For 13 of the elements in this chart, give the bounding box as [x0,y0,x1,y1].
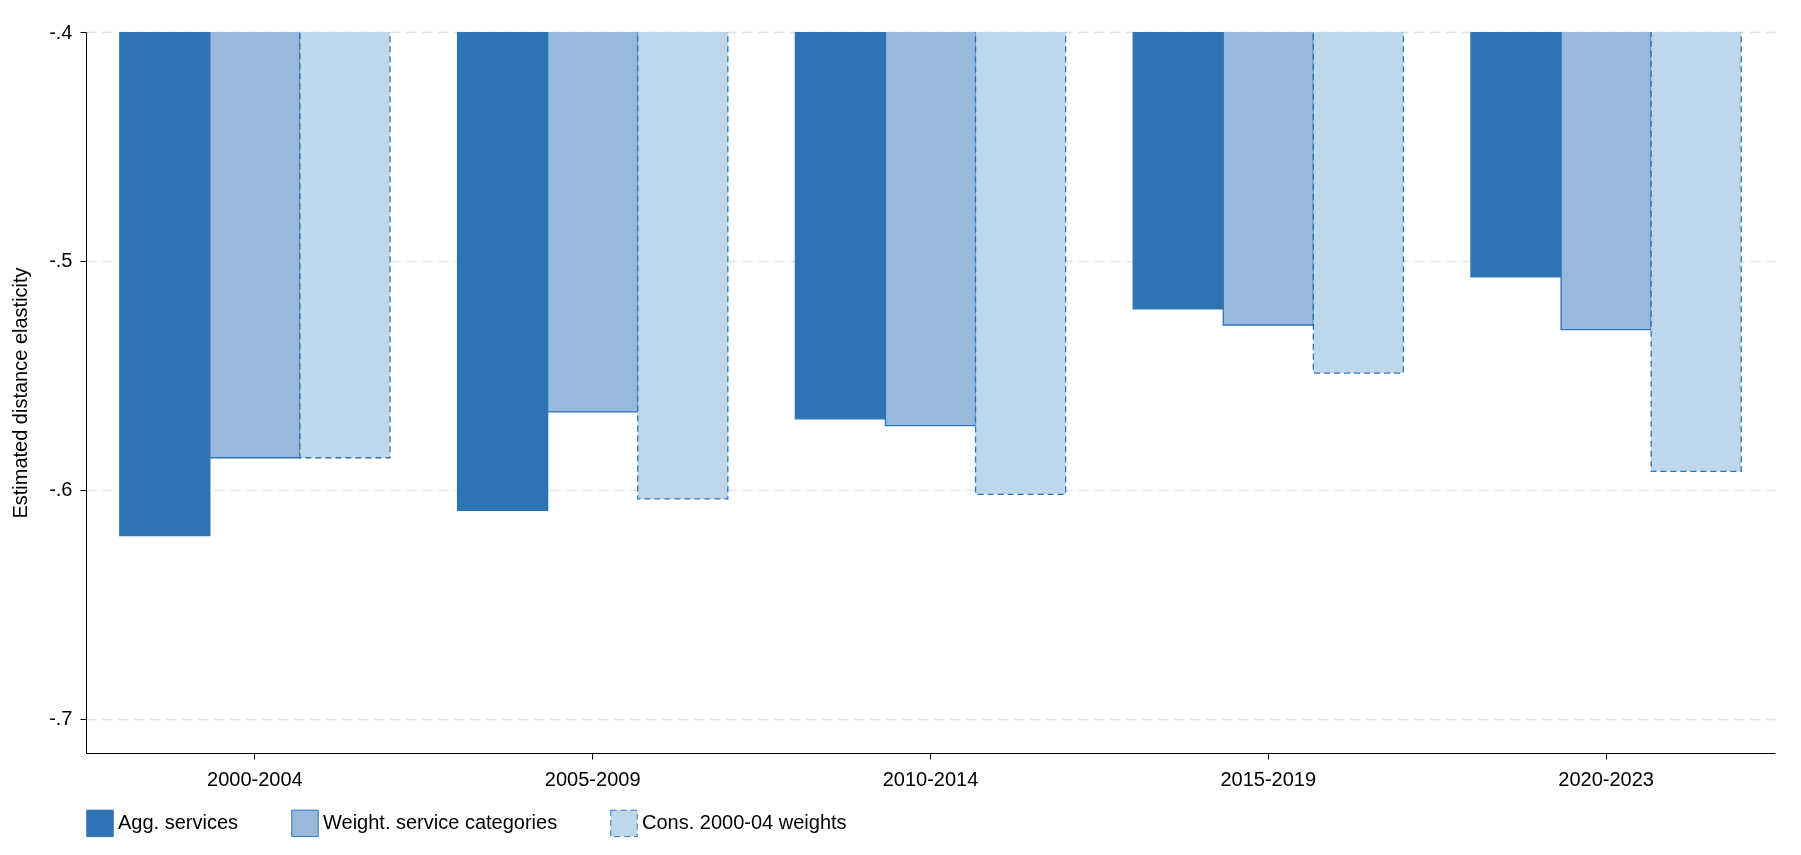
legend-label: Agg. services [118,811,239,834]
y-tick-label: -.5 [49,249,73,272]
x-tick-label: 2020-2023 [1558,767,1654,790]
legend-label: Cons. 2000-04 weights [642,811,847,834]
x-tick-label: 2015-2019 [1220,767,1317,790]
x-tick-label: 2000-2004 [207,767,303,790]
y-tick-label: -.7 [49,707,73,730]
y-tick-label: -.4 [49,20,73,43]
x-tick-label: 2005-2009 [544,767,641,790]
x-tick-label: 2010-2014 [882,767,979,790]
y-tick-label: -.6 [49,478,73,501]
legend-label: Weight. service categories [323,811,558,834]
y-axis-title: Estimated distance elasticity [9,267,32,519]
